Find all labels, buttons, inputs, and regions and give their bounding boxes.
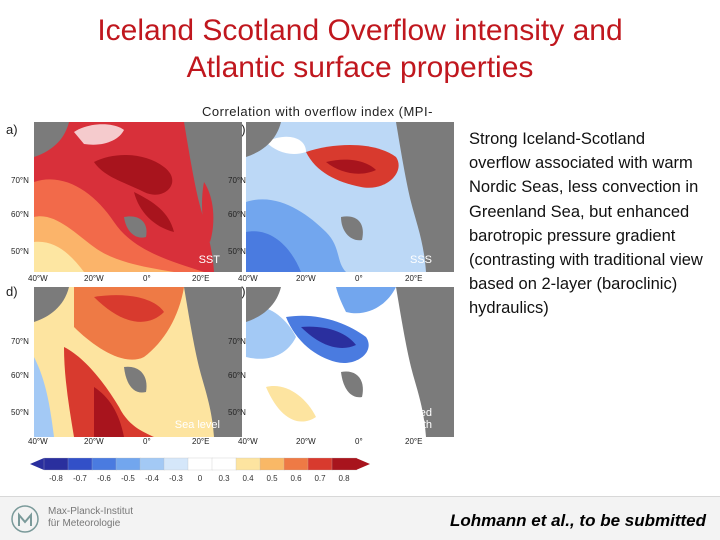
colorbar-tick-label: 0.4 <box>242 474 254 483</box>
lat-label-70n-a: 70°N <box>11 176 29 185</box>
colorbar-swatch <box>163 457 189 471</box>
panel-label-mixed-line1: Mixed <box>402 407 432 419</box>
colorbar-left-arrow <box>30 458 44 470</box>
lon-label-20e-d: 20°E <box>192 437 210 446</box>
colorbar-swatch <box>259 457 285 471</box>
lon-label-40w-b: 40°W <box>238 274 258 283</box>
description-text: Strong Iceland-Scotland overflow associa… <box>469 130 703 318</box>
map-mixed-layer-depth-image <box>246 287 454 437</box>
panel-label-mixed-line2: layer depth <box>377 419 432 431</box>
colorbar-tick-label: 0.8 <box>338 474 350 483</box>
lon-label-20w-a: 20°W <box>84 274 104 283</box>
colorbar-swatch <box>307 457 333 471</box>
colorbar-swatch <box>115 457 141 471</box>
institute-logo-text: Max-Planck-Institut für Meteorologie <box>48 506 133 530</box>
map-sea-level-image <box>34 287 242 437</box>
lon-label-20w-e: 20°W <box>296 437 316 446</box>
colorbar-tick-label: -0.6 <box>97 474 111 483</box>
panel-letter-a: a) <box>6 122 18 137</box>
lat-label-60n-b: 60°N <box>228 210 246 219</box>
lat-label-60n-d: 60°N <box>11 371 29 380</box>
slide-title: Iceland Scotland Overflow intensity and … <box>0 12 720 86</box>
lon-label-20w-b: 20°W <box>296 274 316 283</box>
lat-label-50n-e: 50°N <box>228 408 246 417</box>
slide-title-line2: Atlantic surface properties <box>186 51 534 84</box>
logo-line2: für Meteorologie <box>48 518 121 529</box>
citation: Lohmann et al., to be submitted <box>450 511 706 530</box>
logo-line1: Max-Planck-Institut <box>48 506 134 517</box>
lat-label-60n-e: 60°N <box>228 371 246 380</box>
lat-label-50n-a: 50°N <box>11 247 29 256</box>
colorbar-tick-label: -0.7 <box>73 474 87 483</box>
colorbar-tick-label: 0 <box>197 474 203 483</box>
colorbar: -0.8 -0.7 -0.6 -0.5 -0.4 -0.3 0 0.3 0.4 0.5 0.6 0.7… <box>30 456 370 486</box>
lat-label-50n-b: 50°N <box>228 247 246 256</box>
panel-label-sss: SSS <box>409 254 432 266</box>
lat-label-70n-e: 70°N <box>228 337 246 346</box>
colorbar-swatch <box>187 457 213 471</box>
colorbar-swatch <box>139 457 165 471</box>
map-sst-image <box>34 122 242 272</box>
lon-label-0-a: 0° <box>143 274 151 283</box>
panel-letter-d: d) <box>6 284 18 299</box>
colorbar-swatch <box>91 457 117 471</box>
colorbar-tick-label: 0.7 <box>314 474 326 483</box>
lon-label-0-e: 0° <box>355 437 363 446</box>
lon-label-40w-e: 40°W <box>238 437 258 446</box>
colorbar-scale <box>30 457 370 471</box>
map-panel-sea-level: Sea level <box>34 287 242 437</box>
figure-title: Correlation with overflow index (MPI- <box>202 104 433 119</box>
footer-bar <box>0 497 720 540</box>
slide-title-line1: Iceland Scotland Overflow intensity and <box>97 14 623 47</box>
colorbar-tick-label: 0.6 <box>290 474 302 483</box>
lon-label-20e-e: 20°E <box>405 437 423 446</box>
panel-label-sst: SST <box>198 254 220 266</box>
lon-label-20w-d: 20°W <box>84 437 104 446</box>
mpi-logo-icon <box>11 505 39 533</box>
lon-label-20e-a: 20°E <box>192 274 210 283</box>
colorbar-swatch <box>283 457 309 471</box>
footer-divider <box>0 496 720 497</box>
panel-label-mixed-layer-depth: Mixed layer depth <box>378 407 432 431</box>
map-panel-sst: SST <box>34 122 242 272</box>
lon-label-40w-d: 40°W <box>28 437 48 446</box>
colorbar-tick-label: 0.3 <box>218 474 230 483</box>
colorbar-tick-label: -0.3 <box>169 474 183 483</box>
colorbar-tick-label: -0.4 <box>145 474 159 483</box>
panel-label-sea-level: Sea level <box>174 419 220 431</box>
colorbar-right-arrow <box>356 458 370 470</box>
colorbar-tick-label: -0.8 <box>49 474 63 483</box>
colorbar-swatch <box>331 457 357 471</box>
colorbar-tick-label: -0.5 <box>121 474 135 483</box>
map-sss-image <box>246 122 454 272</box>
lat-label-50n-d: 50°N <box>11 408 29 417</box>
lat-label-60n-a: 60°N <box>11 210 29 219</box>
colorbar-swatch <box>211 457 237 471</box>
colorbar-swatch <box>235 457 261 471</box>
colorbar-tick-label: 0.5 <box>266 474 278 483</box>
lat-label-70n-b: 70°N <box>228 176 246 185</box>
map-panel-sss: SSS <box>246 122 454 272</box>
lon-label-0-b: 0° <box>355 274 363 283</box>
colorbar-swatch <box>67 457 93 471</box>
lon-label-20e-b: 20°E <box>405 274 423 283</box>
lon-label-0-d: 0° <box>143 437 151 446</box>
lon-label-40w-a: 40°W <box>28 274 48 283</box>
lat-label-70n-d: 70°N <box>11 337 29 346</box>
map-panel-mixed-layer-depth: Mixed layer depth <box>246 287 454 437</box>
colorbar-swatch <box>43 457 69 471</box>
